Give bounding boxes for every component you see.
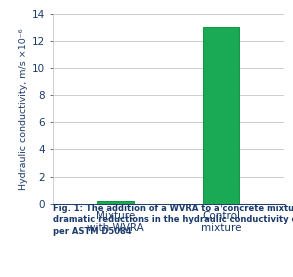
Y-axis label: Hydraulic conductivity, m/s ×10⁻⁶: Hydraulic conductivity, m/s ×10⁻⁶ bbox=[19, 28, 28, 189]
Bar bbox=[98, 201, 134, 204]
Bar bbox=[203, 27, 239, 204]
Text: Fig. 1: The addition of a WVRA to a concrete mixture results in
dramatic reducti: Fig. 1: The addition of a WVRA to a conc… bbox=[53, 204, 293, 236]
